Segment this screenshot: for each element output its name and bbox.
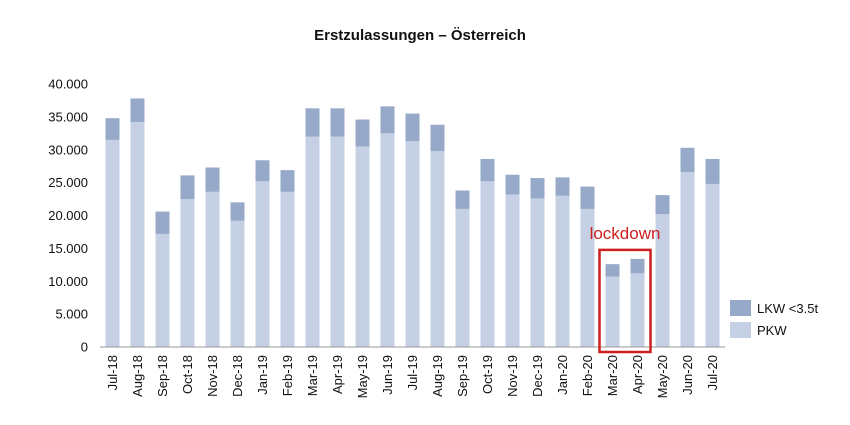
bar-lkw-may-19 [355,119,370,147]
bar-pkw-nov-18 [205,191,220,347]
bar-lkw-jan-20 [555,177,570,196]
bar-lkw-nov-19 [505,174,520,195]
lockdown-box [598,248,652,354]
x-tick-label: Jan-19 [255,355,270,395]
bar-pkw-jan-19 [255,181,270,347]
bar-lkw-apr-19 [330,108,345,137]
bar-pkw-dec-19 [530,198,545,347]
bar-pkw-jun-19 [380,133,395,347]
x-tick-label: Feb-19 [280,355,295,396]
bar-lkw-jun-20 [680,147,695,173]
bar-lkw-jul-20 [705,158,720,184]
bar-pkw-mar-19 [305,136,320,347]
x-tick-label: Jun-19 [380,355,395,395]
x-tick-label: Mar-20 [605,355,620,396]
y-tick-label: 35.000 [48,109,88,124]
bar-pkw-sep-18 [155,233,170,347]
y-tick-label: 5.000 [55,307,88,322]
bar-lkw-may-20 [655,195,670,215]
bar-pkw-aug-18 [130,122,145,347]
bar-lkw-sep-18 [155,211,170,234]
x-tick-label: Jul-19 [405,355,420,390]
bar-pkw-dec-18 [230,220,245,347]
bar-pkw-jan-20 [555,195,570,347]
bars [105,98,720,347]
x-tick-label: Apr-20 [630,355,645,394]
legend: LKW <3.5t PKW [730,300,818,338]
legend-swatch-lkw [730,300,751,316]
lockdown-label: lockdown [590,224,661,243]
bar-lkw-oct-18 [180,175,195,200]
x-tick-label: Jul-20 [705,355,720,390]
y-tick-label: 30.000 [48,142,88,157]
legend-label-pkw: PKW [757,323,787,338]
x-axis-ticks: Jul-18 Aug-18 Sep-18 Oct-18 Nov-18 Dec-18 Jan-… [105,355,720,398]
x-tick-label: May-19 [355,355,370,398]
bar-pkw-oct-19 [480,181,495,347]
x-tick-label: Jun-20 [680,355,695,395]
bar-lkw-apr-20 [630,258,645,274]
bar-pkw-nov-19 [505,194,520,347]
bar-lkw-aug-18 [130,98,145,123]
bar-lkw-aug-19 [430,124,445,152]
bar-lkw-oct-19 [480,158,495,182]
bar-lkw-mar-19 [305,108,320,137]
x-tick-label: Nov-18 [205,355,220,397]
bar-pkw-mar-20 [605,276,620,347]
bar-pkw-oct-18 [180,199,195,347]
legend-label-lkw: LKW <3.5t [757,301,818,316]
bar-lkw-dec-18 [230,202,245,221]
x-tick-label: Nov-19 [505,355,520,397]
y-tick-label: 0 [81,340,88,355]
x-tick-label: Feb-20 [580,355,595,396]
bar-pkw-apr-19 [330,136,345,347]
bar-pkw-jul-19 [405,141,420,347]
lockdown-annotation: lockdown [590,224,661,354]
bar-lkw-jul-18 [105,118,120,140]
y-tick-label: 20.000 [48,208,88,223]
bar-pkw-may-19 [355,146,370,347]
bar-pkw-jun-20 [680,172,695,347]
y-tick-label: 15.000 [48,241,88,256]
x-tick-label: Jul-18 [105,355,120,390]
bar-pkw-feb-20 [580,208,595,347]
bar-lkw-mar-20 [605,264,620,277]
chart-title: Erstzulassungen – Österreich [314,27,526,44]
x-tick-label: Aug-19 [430,355,445,397]
bar-lkw-jan-19 [255,160,270,182]
bar-pkw-feb-19 [280,191,295,347]
bar-pkw-apr-20 [630,273,645,347]
x-tick-label: Dec-19 [530,355,545,397]
bar-pkw-sep-19 [455,208,470,347]
bar-lkw-dec-19 [530,178,545,199]
x-tick-label: Mar-19 [305,355,320,396]
bar-lkw-feb-19 [280,170,295,192]
x-tick-label: Jan-20 [555,355,570,395]
y-tick-label: 40.000 [48,77,88,92]
bar-lkw-nov-18 [205,167,220,192]
legend-swatch-pkw [730,322,751,338]
x-tick-label: Aug-18 [130,355,145,397]
bar-pkw-jul-18 [105,139,120,347]
x-tick-label: Apr-19 [330,355,345,394]
x-tick-label: Dec-18 [230,355,245,397]
bar-pkw-may-20 [655,214,670,347]
bar-pkw-aug-19 [430,151,445,347]
y-tick-label: 10.000 [48,274,88,289]
x-tick-label: Oct-18 [180,355,195,394]
bar-lkw-jun-19 [380,106,395,134]
x-tick-label: May-20 [655,355,670,398]
bar-lkw-sep-19 [455,190,470,209]
x-tick-label: Sep-19 [455,355,470,397]
x-tick-label: Oct-19 [480,355,495,394]
bar-lkw-feb-20 [580,186,595,209]
y-tick-label: 25.000 [48,175,88,190]
bar-lkw-jul-19 [405,113,420,142]
x-tick-label: Sep-18 [155,355,170,397]
y-axis-ticks: 0 5.000 10.000 15.000 20.000 25.000 30.000 35.0… [48,77,88,355]
bar-pkw-jul-20 [705,183,720,347]
